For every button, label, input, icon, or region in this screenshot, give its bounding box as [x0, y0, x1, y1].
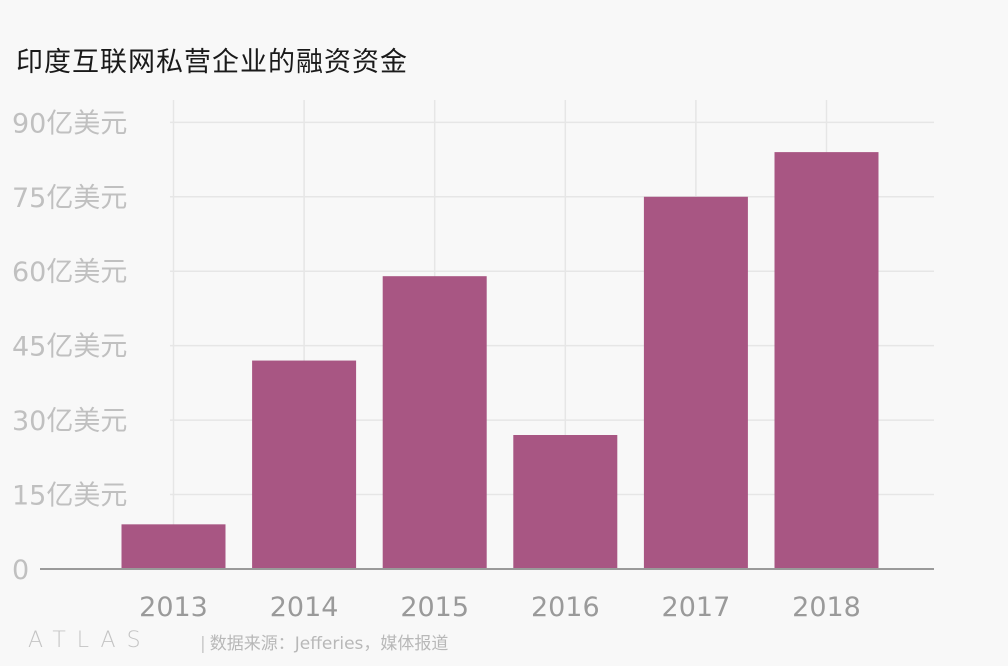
x-tick-label-2015: 2015	[400, 592, 469, 623]
atlas-logo: ATLAS	[28, 627, 152, 653]
y-tick-label-60: 60亿美元	[12, 257, 127, 288]
source-text: 数据来源：Jefferies，媒体报道	[209, 634, 449, 654]
x-tick-label-2017: 2017	[662, 592, 731, 623]
footer: ATLAS	[28, 626, 152, 654]
y-tick-label-0: 0	[12, 555, 29, 586]
x-axis-tick-labels: 2013 2014 2015 2016 2017 2018	[139, 592, 861, 623]
y-tick-label-30: 30亿美元	[12, 406, 127, 437]
source-divider: |	[200, 634, 206, 654]
x-tick-label-2016: 2016	[531, 592, 600, 623]
y-tick-label-90: 90亿美元	[12, 108, 127, 139]
y-tick-label-15: 15亿美元	[12, 481, 127, 512]
bar-2014	[252, 360, 357, 569]
x-tick-label-2018: 2018	[792, 592, 861, 623]
chart-bars	[121, 152, 879, 569]
bar-2013	[121, 524, 226, 569]
y-axis-tick-labels: 0 15亿美元 30亿美元 45亿美元 60亿美元 75亿美元 90亿美元	[12, 108, 127, 586]
chart-title: 印度互联网私营企业的融资资金	[16, 47, 408, 78]
bar-2018	[774, 152, 879, 569]
data-source: | 数据来源：Jefferies，媒体报道	[200, 629, 448, 654]
x-tick-label-2014: 2014	[270, 592, 339, 623]
bar-2016	[513, 435, 618, 569]
bar-2015	[382, 276, 487, 569]
x-tick-label-2013: 2013	[139, 592, 208, 623]
y-tick-label-75: 75亿美元	[12, 183, 127, 214]
y-tick-label-45: 45亿美元	[12, 332, 127, 363]
bar-2017	[643, 196, 748, 569]
